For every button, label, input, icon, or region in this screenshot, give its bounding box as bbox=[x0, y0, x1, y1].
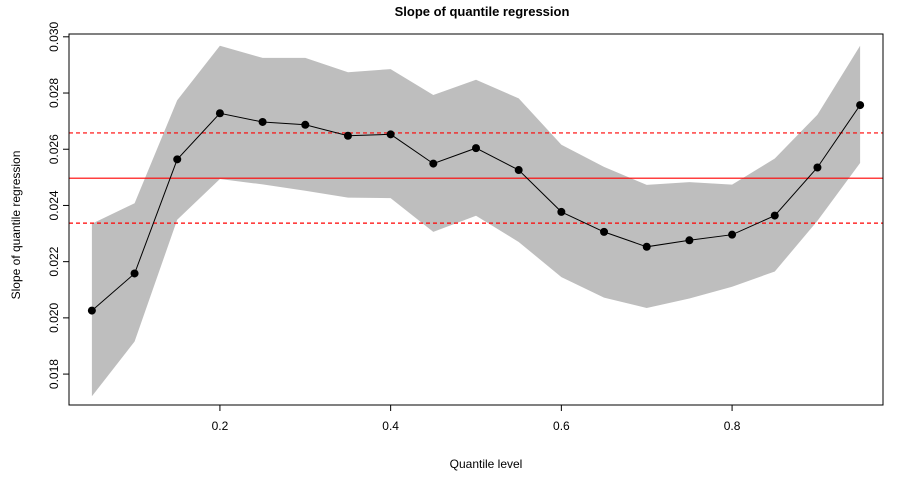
data-point bbox=[600, 227, 609, 236]
data-point bbox=[429, 159, 438, 168]
data-point bbox=[472, 144, 480, 153]
data-point bbox=[258, 117, 267, 126]
x-tick-label: 0.8 bbox=[724, 419, 741, 433]
data-point bbox=[130, 269, 139, 278]
y-axis-label: Slope of quantile regression bbox=[9, 151, 23, 300]
y-tick-label: 0.022 bbox=[47, 246, 61, 276]
x-tick-label: 0.6 bbox=[553, 419, 570, 433]
plot-area bbox=[68, 33, 884, 406]
y-tick-label: 0.028 bbox=[47, 78, 61, 108]
chart-title: Slope of quantile regression bbox=[395, 4, 570, 19]
y-tick-label: 0.026 bbox=[47, 134, 61, 164]
data-point bbox=[87, 306, 96, 315]
data-point bbox=[557, 207, 566, 216]
y-tick-label: 0.018 bbox=[47, 359, 61, 389]
y-axis: 0.018 0.020 0.022 0.024 0.026 0.028 0.030 bbox=[47, 21, 69, 389]
data-point bbox=[813, 163, 822, 172]
y-tick-label: 0.030 bbox=[47, 21, 61, 51]
data-point bbox=[301, 120, 310, 129]
x-axis: 0.2 0.4 0.6 0.8 bbox=[212, 405, 741, 433]
data-point bbox=[856, 101, 865, 110]
y-tick-label: 0.024 bbox=[47, 190, 61, 220]
x-tick-label: 0.4 bbox=[382, 419, 399, 433]
data-point bbox=[770, 211, 779, 220]
x-axis-label: Quantile level bbox=[450, 457, 523, 471]
data-point bbox=[386, 130, 395, 139]
plot-frame bbox=[68, 33, 884, 406]
data-point bbox=[173, 155, 182, 164]
data-point bbox=[728, 230, 737, 239]
y-tick-label: 0.020 bbox=[47, 303, 61, 333]
data-point bbox=[685, 236, 694, 245]
confidence-band bbox=[91, 45, 861, 397]
data-point bbox=[642, 242, 651, 251]
data-point bbox=[215, 109, 224, 118]
data-point bbox=[514, 166, 523, 175]
data-point bbox=[343, 131, 352, 140]
x-tick-label: 0.2 bbox=[212, 419, 229, 433]
